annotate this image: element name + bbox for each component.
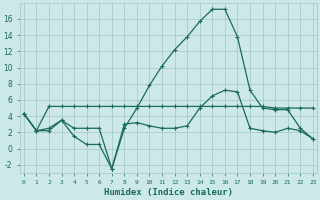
X-axis label: Humidex (Indice chaleur): Humidex (Indice chaleur) (104, 188, 233, 197)
